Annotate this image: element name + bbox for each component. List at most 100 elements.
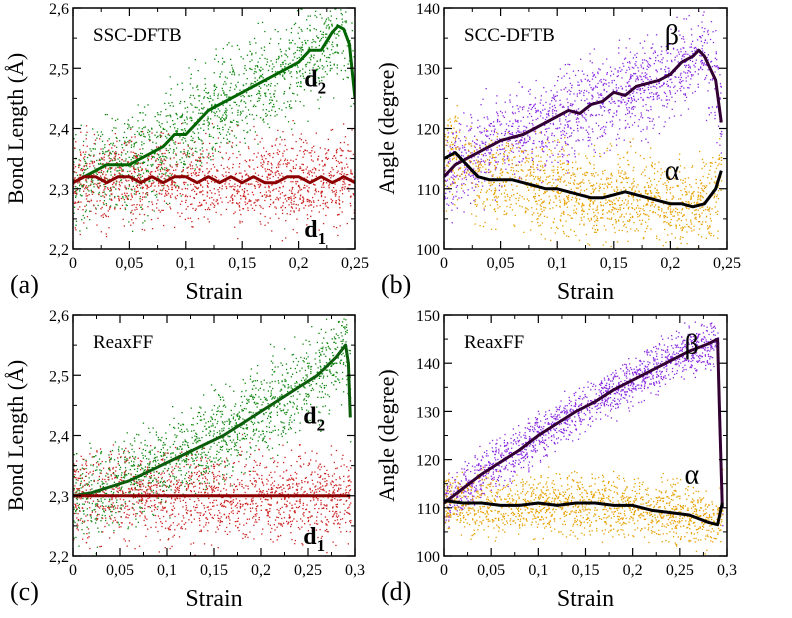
scatter-point bbox=[313, 206, 314, 207]
scatter-point bbox=[250, 44, 251, 45]
scatter-point bbox=[710, 79, 711, 80]
scatter-point bbox=[447, 125, 448, 126]
scatter-point bbox=[87, 168, 88, 169]
scatter-point bbox=[532, 143, 533, 144]
scatter-point bbox=[708, 232, 709, 233]
scatter-point bbox=[81, 125, 82, 126]
scatter-point bbox=[241, 56, 242, 57]
scatter-point bbox=[218, 151, 219, 152]
scatter-point bbox=[228, 42, 229, 43]
scatter-point bbox=[560, 123, 561, 124]
scatter-point bbox=[263, 104, 264, 105]
scatter-point bbox=[240, 101, 241, 102]
scatter-point bbox=[481, 171, 482, 172]
scatter-point bbox=[702, 159, 703, 160]
scatter-point bbox=[292, 40, 293, 41]
scatter-point bbox=[207, 173, 208, 174]
scatter-point bbox=[716, 202, 717, 203]
scatter-point bbox=[669, 70, 670, 71]
scatter-point bbox=[282, 153, 283, 154]
scatter-point bbox=[525, 130, 526, 131]
scatter-point bbox=[630, 74, 631, 75]
scatter-point bbox=[693, 229, 694, 230]
scatter-point bbox=[326, 157, 327, 158]
scatter-point bbox=[560, 220, 561, 221]
scatter-point bbox=[522, 107, 523, 108]
scatter-point bbox=[174, 123, 175, 124]
scatter-point bbox=[86, 195, 87, 196]
scatter-point bbox=[174, 227, 175, 228]
scatter-point bbox=[100, 148, 101, 149]
scatter-point bbox=[269, 93, 270, 94]
scatter-point bbox=[516, 170, 517, 171]
scatter-point bbox=[259, 86, 260, 87]
scatter-point bbox=[313, 57, 314, 58]
scatter-point bbox=[680, 165, 681, 166]
scatter-point bbox=[234, 89, 235, 90]
scatter-point bbox=[600, 79, 601, 80]
scatter-point bbox=[706, 75, 707, 76]
scatter-point bbox=[75, 186, 76, 187]
scatter-point bbox=[538, 161, 539, 162]
scatter-point bbox=[527, 116, 528, 117]
scatter-point bbox=[81, 195, 82, 196]
scatter-point bbox=[488, 152, 489, 153]
scatter-point bbox=[335, 6, 336, 7]
scatter-point bbox=[313, 146, 314, 147]
scatter-point bbox=[104, 177, 105, 178]
scatter-point bbox=[264, 31, 265, 32]
scatter-point bbox=[319, 45, 320, 46]
scatter-point bbox=[282, 192, 283, 193]
scatter-point bbox=[492, 126, 493, 127]
scatter-point bbox=[260, 75, 261, 76]
scatter-point bbox=[645, 72, 646, 73]
scatter-point bbox=[553, 94, 554, 95]
scatter-point bbox=[651, 79, 652, 80]
scatter-point bbox=[458, 148, 459, 149]
scatter-point bbox=[279, 164, 280, 165]
scatter-point bbox=[105, 194, 106, 195]
scatter-point bbox=[486, 150, 487, 151]
scatter-point bbox=[647, 79, 648, 80]
scatter-point bbox=[340, 9, 341, 10]
scatter-point bbox=[216, 169, 217, 170]
scatter-point bbox=[121, 144, 122, 145]
scatter-point bbox=[87, 157, 88, 158]
scatter-point bbox=[176, 147, 177, 148]
scatter-point bbox=[521, 161, 522, 162]
scatter-point bbox=[461, 152, 462, 153]
scatter-point bbox=[551, 162, 552, 163]
scatter-point bbox=[336, 150, 337, 151]
scatter-point bbox=[260, 206, 261, 207]
scatter-point bbox=[93, 156, 94, 157]
scatter-point bbox=[612, 175, 613, 176]
scatter-point bbox=[217, 189, 218, 190]
scatter-point bbox=[102, 214, 103, 215]
scatter-point bbox=[80, 194, 81, 195]
scatter-point bbox=[540, 147, 541, 148]
scatter-point bbox=[264, 194, 265, 195]
scatter-point bbox=[494, 192, 495, 193]
scatter-point bbox=[531, 153, 532, 154]
scatter-point bbox=[716, 59, 717, 60]
scatter-point bbox=[273, 189, 274, 190]
scatter-point bbox=[302, 157, 303, 158]
scatter-point bbox=[646, 74, 647, 75]
scatter-point bbox=[262, 54, 263, 55]
scatter-point bbox=[312, 197, 313, 198]
scatter-point bbox=[99, 182, 100, 183]
scatter-point bbox=[298, 82, 299, 83]
scatter-point bbox=[456, 191, 457, 192]
scatter-point bbox=[501, 175, 502, 176]
scatter-point bbox=[646, 128, 647, 129]
scatter-point bbox=[265, 187, 266, 188]
scatter-point bbox=[347, 77, 348, 78]
scatter-point bbox=[86, 185, 87, 186]
scatter-point bbox=[335, 195, 336, 196]
scatter-point bbox=[256, 181, 257, 182]
scatter-point bbox=[617, 72, 618, 73]
scatter-point bbox=[300, 48, 301, 49]
scatter-point bbox=[331, 49, 332, 50]
scatter-point bbox=[81, 168, 82, 169]
scatter-point bbox=[139, 133, 140, 134]
